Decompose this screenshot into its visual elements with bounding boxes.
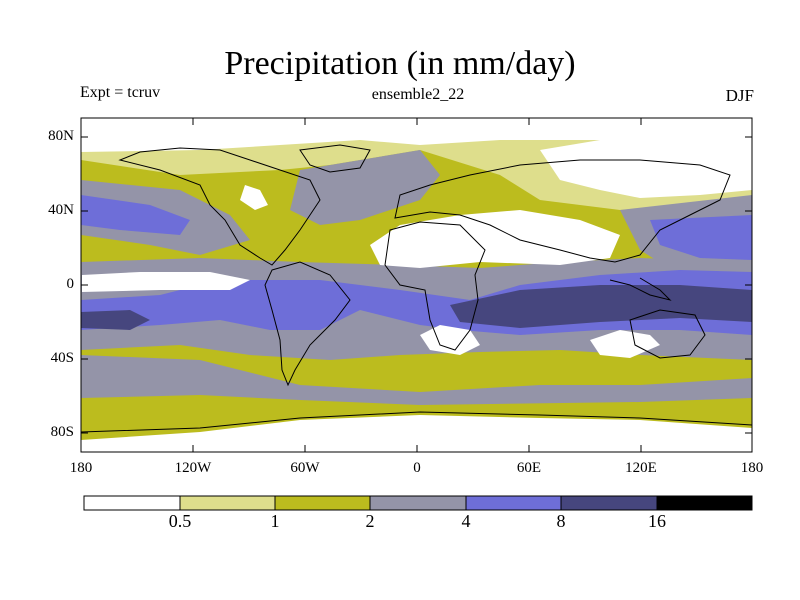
lat-label-0: 0 <box>66 276 75 292</box>
dry-southeast-pacific <box>82 272 250 292</box>
colorbar-swatch-1 <box>180 496 275 510</box>
lon-label-180-right: 180 <box>740 460 764 476</box>
coast-north-america <box>118 147 321 266</box>
lon-label-0: 0 <box>413 460 421 476</box>
colorbar-swatch-2 <box>275 496 370 510</box>
colorbar-frame <box>83 495 753 511</box>
lon-label-180-left: 180 <box>69 460 93 476</box>
coast-greenland <box>299 144 371 173</box>
lon-label-60e: 60E <box>516 460 542 476</box>
colorbar-swatch-6 <box>657 496 752 510</box>
dry-north-america <box>240 185 268 210</box>
lat-label-40n: 40N <box>48 202 74 218</box>
precip-field <box>81 118 752 452</box>
colorbar <box>83 495 753 511</box>
dry-arctic-asia <box>540 135 752 198</box>
band-4-8mm-north-pacific <box>81 195 190 235</box>
colorbar-swatch-0 <box>84 496 180 510</box>
lat-label-40s: 40S <box>50 350 74 366</box>
experiment-label: Expt = tcruv <box>80 84 161 101</box>
colorbar-label-16: 16 <box>648 511 666 531</box>
dry-antarctica <box>81 415 752 452</box>
band-8-16mm-indian-pacific <box>450 285 752 328</box>
lat-label-80n: 80N <box>48 128 74 144</box>
season-label: DJF <box>725 86 754 105</box>
coast-australia <box>629 309 706 359</box>
lon-label-120w: 120W <box>174 460 212 476</box>
coastlines <box>81 144 752 433</box>
colorbar-swatch-5 <box>561 496 657 510</box>
lon-label-60w: 60W <box>290 460 320 476</box>
lon-label-120e: 120E <box>625 460 657 476</box>
band-8-16mm-south-pacific <box>81 310 150 330</box>
colorbar-swatch-3 <box>370 496 466 510</box>
colorbar-label-2: 2 <box>365 511 375 531</box>
coast-africa <box>384 221 486 351</box>
coast-eurasia <box>394 159 731 263</box>
lat-label-80s: 80S <box>50 424 74 440</box>
axis-ticks <box>81 118 752 452</box>
map-title: Precipitation (in mm/day) <box>224 45 576 82</box>
colorbar-label-8: 8 <box>556 511 566 531</box>
coast-antarctica <box>81 411 752 433</box>
band-4-8mm-kuroshio <box>650 215 752 260</box>
dry-sahara-arabia <box>370 210 620 268</box>
dry-south-indian <box>590 330 660 358</box>
coast-south-america <box>264 261 351 387</box>
colorbar-label-0.5: 0.5 <box>168 511 192 531</box>
colorbar-label-1: 1 <box>270 511 280 531</box>
band-2-4mm-southern <box>81 355 752 405</box>
colorbar-swatch-4 <box>466 496 561 510</box>
coast-maritime-continent <box>609 277 672 301</box>
colorbar-label-4: 4 <box>461 511 471 531</box>
run-label: ensemble2_22 <box>371 86 465 103</box>
dry-north-pole <box>81 118 752 152</box>
band-2-4mm-north-atlantic <box>290 150 440 225</box>
